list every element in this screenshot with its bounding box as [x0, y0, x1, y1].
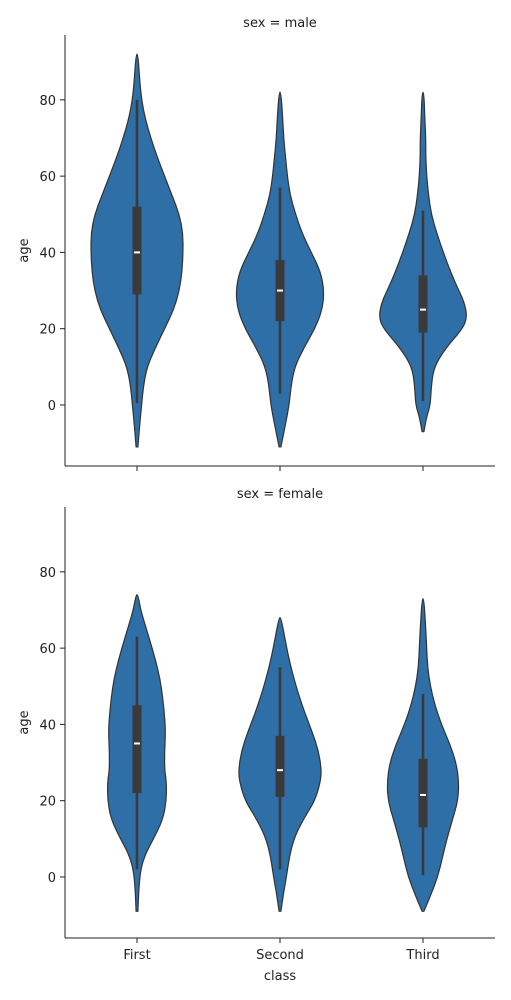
y-tick-label: 60 — [39, 642, 56, 657]
panel-male: sex = male 0 20 40 60 80 age — [17, 16, 495, 471]
panel-title: sex = male — [243, 16, 317, 31]
y-tick-label: 20 — [39, 795, 56, 810]
x-tick-label: Second — [256, 948, 304, 963]
x-tick-label: First — [123, 948, 150, 963]
violins — [90, 53, 467, 448]
iqr-box — [418, 275, 428, 333]
x-axis — [65, 465, 495, 471]
x-tick-label: Third — [405, 948, 439, 963]
iqr-box — [132, 705, 142, 794]
iqr-box — [275, 735, 285, 797]
y-axis-label: age — [17, 238, 32, 262]
y-tick-label: 0 — [48, 399, 56, 414]
y-tick-label: 60 — [39, 170, 56, 185]
violins — [106, 594, 460, 912]
x-axis-label: class — [264, 969, 296, 984]
panel-title: sex = female — [237, 487, 323, 502]
y-tick-label: 20 — [39, 323, 56, 338]
y-tick-label: 0 — [48, 871, 56, 886]
y-axis-label: age — [17, 710, 32, 734]
iqr-box — [132, 206, 142, 295]
y-tick-label: 80 — [39, 94, 56, 109]
iqr-box — [418, 758, 428, 828]
y-tick-label: 40 — [39, 718, 56, 733]
y-axis: 0 20 40 60 80 — [39, 35, 66, 466]
y-tick-label: 40 — [39, 246, 56, 261]
x-axis: First Second Third — [65, 937, 495, 963]
y-tick-label: 80 — [39, 566, 56, 581]
y-axis: 0 20 40 60 80 — [39, 507, 66, 938]
